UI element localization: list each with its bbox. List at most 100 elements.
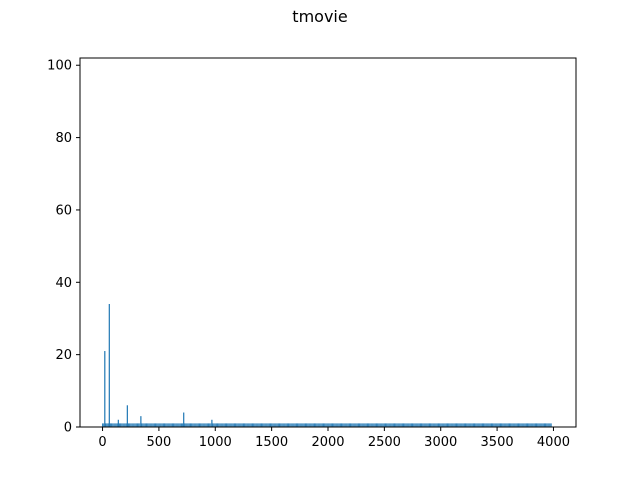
bar <box>119 423 120 427</box>
bar <box>453 423 455 427</box>
bar <box>418 423 420 427</box>
bar <box>114 423 116 427</box>
bar <box>109 423 111 427</box>
bar <box>485 423 487 427</box>
bar <box>126 405 128 427</box>
bar <box>271 423 273 427</box>
bar <box>317 423 319 427</box>
bar <box>165 423 167 427</box>
bar <box>161 423 163 427</box>
bar <box>398 423 400 427</box>
bar <box>429 423 430 427</box>
bar <box>250 423 252 427</box>
bar <box>231 423 233 427</box>
bar <box>382 423 384 427</box>
bar <box>379 423 381 427</box>
bar <box>362 423 364 427</box>
bar <box>489 423 491 427</box>
bar <box>149 423 151 427</box>
bar <box>247 423 249 427</box>
bar <box>440 423 442 427</box>
bar <box>512 423 514 427</box>
bar <box>104 351 106 427</box>
bar <box>311 423 313 427</box>
bar <box>200 423 202 427</box>
bar <box>521 423 523 427</box>
bar <box>291 423 293 427</box>
bar <box>197 423 199 427</box>
bar <box>181 423 182 427</box>
bar <box>423 423 425 427</box>
bar <box>155 423 156 427</box>
bar <box>325 423 327 427</box>
bar <box>108 304 110 427</box>
bar <box>385 423 386 427</box>
bar <box>273 423 275 427</box>
bar <box>185 423 187 427</box>
bar <box>483 423 485 427</box>
bar <box>481 423 483 427</box>
bar <box>550 423 552 427</box>
bar <box>529 423 531 427</box>
bar <box>448 423 450 427</box>
bar <box>111 423 113 427</box>
bar <box>460 423 462 427</box>
bar <box>107 423 109 427</box>
bar <box>432 423 434 427</box>
bar <box>300 423 302 427</box>
bar <box>202 423 204 427</box>
chart-title: tmovie <box>292 7 347 26</box>
bar <box>530 423 532 427</box>
bar <box>486 423 488 427</box>
bar <box>220 423 222 427</box>
bar <box>357 423 359 427</box>
bar <box>195 423 197 427</box>
bar <box>103 423 105 427</box>
bar <box>335 423 337 427</box>
bar <box>545 423 547 427</box>
y-tick-label: 40 <box>55 276 72 291</box>
bar <box>386 423 388 427</box>
bar <box>270 423 271 427</box>
bar <box>142 423 144 427</box>
bar <box>436 423 438 427</box>
x-tick-label: 0 <box>98 435 106 450</box>
bar <box>205 423 207 427</box>
bar <box>431 423 433 427</box>
bar <box>480 423 482 427</box>
bar <box>336 423 338 427</box>
bar <box>122 423 124 427</box>
bar <box>246 423 248 427</box>
bar <box>177 423 179 427</box>
bar <box>241 423 243 427</box>
bar <box>298 423 300 427</box>
bar <box>139 423 141 427</box>
bar <box>290 423 292 427</box>
bar <box>245 423 247 427</box>
bar <box>102 423 103 427</box>
bar <box>510 423 512 427</box>
bar <box>359 423 361 427</box>
bar <box>368 423 370 427</box>
bar <box>179 423 181 427</box>
bar <box>441 423 443 427</box>
bar <box>263 423 265 427</box>
bar <box>338 423 340 427</box>
bar <box>457 423 459 427</box>
bar <box>274 423 276 427</box>
bar <box>266 423 268 427</box>
bar <box>504 423 506 427</box>
bar <box>528 423 530 427</box>
bar <box>399 423 401 427</box>
bar <box>354 423 356 427</box>
bar <box>547 423 549 427</box>
bar <box>546 423 548 427</box>
bar <box>523 423 525 427</box>
bar <box>222 423 224 427</box>
bar <box>387 423 389 427</box>
bar <box>255 423 257 427</box>
bar <box>472 423 474 427</box>
bar <box>244 423 246 427</box>
bar <box>509 423 510 427</box>
bar <box>323 423 324 427</box>
